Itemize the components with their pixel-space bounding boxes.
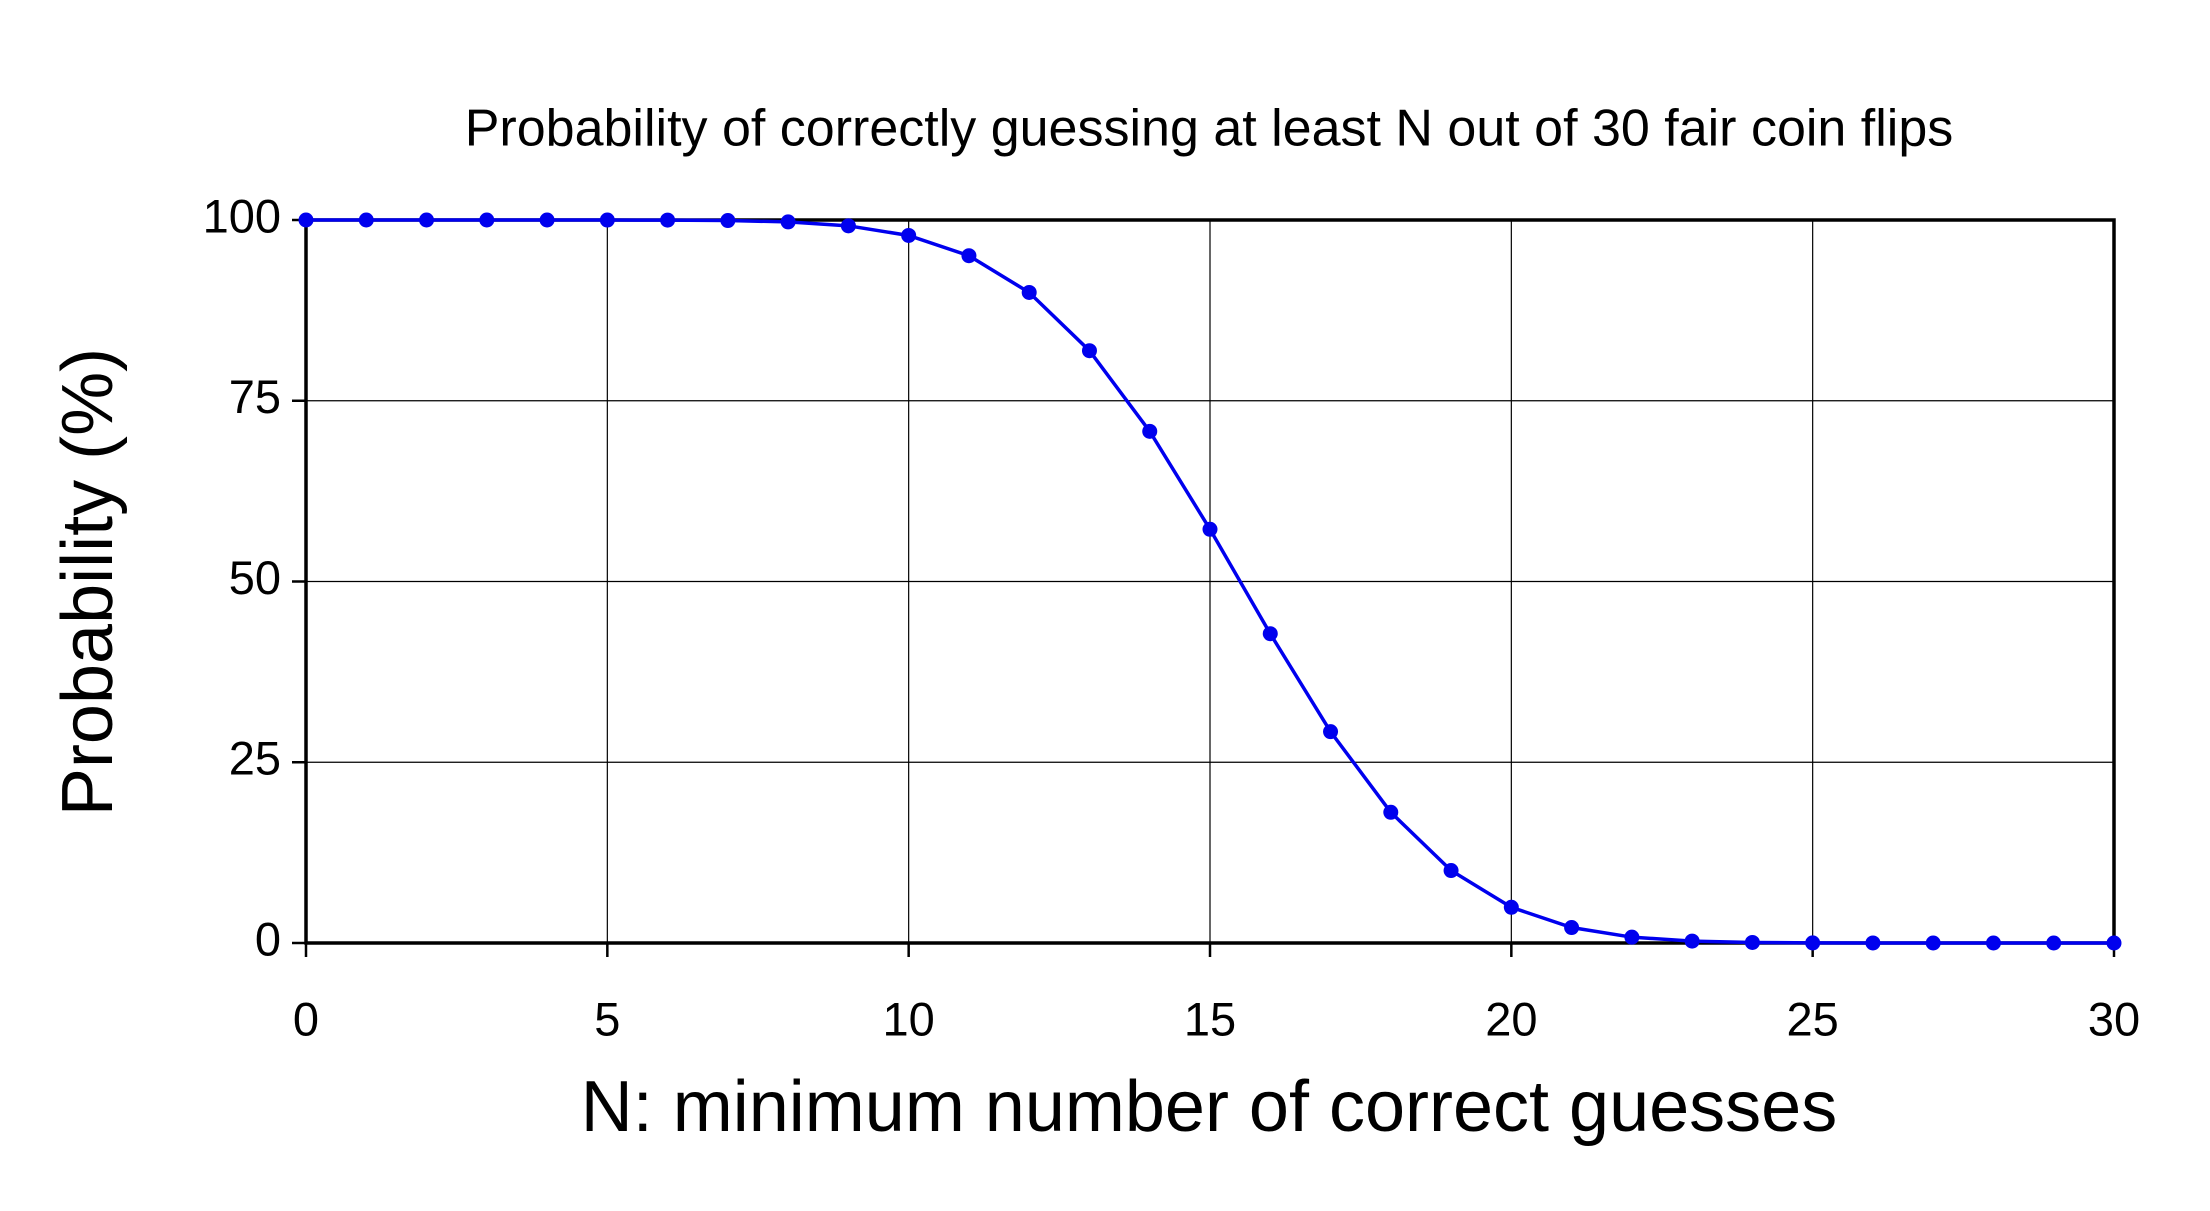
plot-frame: [304, 218, 2116, 945]
data-point: [1925, 935, 1941, 951]
y-tick-label: 0: [255, 912, 281, 965]
data-point: [780, 214, 796, 230]
data-point: [1805, 935, 1821, 951]
data-point: [901, 227, 917, 243]
x-tick-label: 25: [1787, 992, 1839, 1045]
x-tick-label: 20: [1485, 992, 1537, 1045]
data-point: [539, 212, 555, 228]
data-point: [961, 248, 977, 264]
data-point: [1202, 521, 1218, 537]
data-point: [479, 212, 495, 228]
data-point: [1503, 899, 1519, 915]
x-tick-label: 30: [2088, 992, 2140, 1045]
data-point: [660, 212, 676, 228]
y-tick-label: 50: [229, 551, 281, 604]
x-tick-label: 0: [293, 992, 319, 1045]
data-point: [1021, 284, 1037, 300]
y-axis-label: Probability (%): [48, 348, 128, 816]
data-point: [2106, 935, 2122, 951]
data-point: [599, 212, 615, 228]
chart-title: Probability of correctly guessing at lea…: [465, 100, 1954, 158]
data-point: [1081, 343, 1097, 359]
data-point: [1564, 920, 1580, 936]
data-point: [720, 213, 736, 229]
x-tick-label: 5: [594, 992, 620, 1045]
data-point: [1443, 863, 1459, 879]
x-tick-label: 15: [1184, 992, 1236, 1045]
data-point: [358, 212, 374, 228]
y-tick-label: 75: [229, 370, 281, 423]
data-point: [1262, 626, 1278, 642]
data-point: [298, 212, 314, 228]
data-point: [2046, 935, 2062, 951]
data-point: [1744, 934, 1760, 950]
data-point: [1323, 724, 1339, 740]
x-axis-label: N: minimum number of correct guesses: [581, 1067, 1837, 1147]
y-tick-label: 100: [203, 189, 281, 242]
data-point: [1865, 935, 1881, 951]
data-point: [1985, 935, 2001, 951]
y-tick-label: 25: [229, 732, 281, 785]
data-point: [1142, 423, 1158, 439]
x-tick-label: 10: [883, 992, 935, 1045]
data-point: [419, 212, 435, 228]
data-point: [1383, 804, 1399, 820]
data-point: [1624, 929, 1640, 945]
data-point: [840, 218, 856, 234]
data-point: [1684, 933, 1700, 949]
